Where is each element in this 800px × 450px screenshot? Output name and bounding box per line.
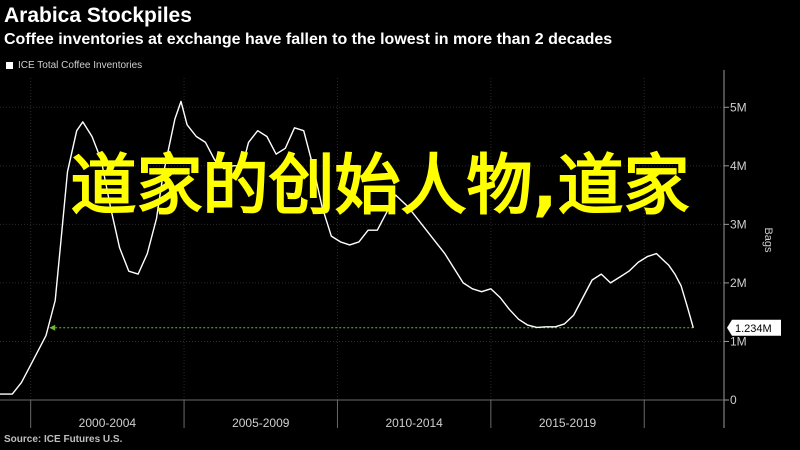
y-tick-label: 2M: [730, 276, 747, 290]
axes: [0, 70, 729, 428]
legend-swatch: [6, 62, 13, 69]
series-line: [0, 100, 694, 395]
series-layer: [0, 100, 694, 395]
legend: ICE Total Coffee Inventories: [6, 60, 142, 71]
last-value-label: 1.234M: [735, 323, 772, 335]
y-tick-label: 3M: [730, 217, 747, 231]
x-tick-label: 2015-2019: [539, 416, 597, 430]
reference-arrow: [49, 324, 56, 331]
x-tick-label: 2010-2014: [385, 416, 443, 430]
x-tick-label: 2000-2004: [79, 416, 137, 430]
reference-layer: [49, 324, 694, 331]
y-tick-label: 5M: [730, 100, 747, 114]
y-axis-label: Bags: [762, 227, 774, 253]
y-tick-label: 1M: [730, 334, 747, 348]
y-tick-label: 4M: [730, 159, 747, 173]
labels: 0 1M 2M 3M 4M 5M 2000-2004 2005-2009 2010-2014 20…: [79, 100, 781, 430]
last-value-label-box: [727, 319, 781, 336]
chart-subtitle: Coffee inventories at exchange have fall…: [4, 31, 613, 48]
x-tick-label: 2005-2009: [232, 416, 290, 430]
legend-label: ICE Total Coffee Inventories: [18, 60, 143, 71]
overlay-watermark-text: 道家的创始人物,道家: [70, 147, 690, 224]
chart-title: Arabica Stockpiles: [4, 4, 192, 27]
y-tick-label: 0: [730, 393, 737, 407]
source-note: Source: ICE Futures U.S.: [4, 434, 123, 445]
